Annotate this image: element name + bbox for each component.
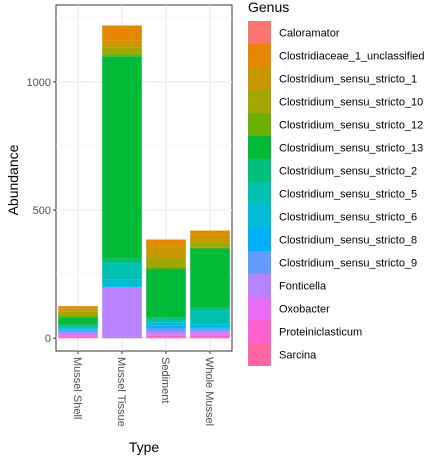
bar-segment bbox=[190, 333, 230, 336]
bar-segment bbox=[146, 245, 186, 258]
bar-segment bbox=[146, 334, 186, 336]
legend-label: Clostridium_sensu_stricto_9 bbox=[279, 258, 417, 270]
bar-segment bbox=[190, 335, 230, 338]
bar-segment bbox=[146, 337, 186, 339]
legend-swatch bbox=[248, 228, 271, 251]
y-axis-title: Abundance bbox=[5, 144, 21, 215]
bar-segment bbox=[102, 53, 142, 57]
bar-segment bbox=[102, 25, 142, 41]
bar-segment bbox=[58, 328, 98, 330]
legend-swatch bbox=[248, 67, 271, 90]
bar-segment bbox=[146, 325, 186, 328]
bar-segment bbox=[102, 263, 142, 280]
bar-segment bbox=[146, 239, 186, 246]
legend-label: Clostridium_sensu_stricto_10 bbox=[279, 97, 423, 109]
legend: Genus Caloramator Clostridiaceae_1_unclas… bbox=[248, 0, 425, 366]
bar-segment bbox=[190, 330, 230, 334]
bar-segment bbox=[146, 331, 186, 335]
bar-segment bbox=[190, 324, 230, 328]
legend-label: Caloramator bbox=[279, 28, 340, 40]
bar-segment bbox=[190, 327, 230, 329]
bar-segment bbox=[58, 329, 98, 331]
bar-segment bbox=[190, 248, 230, 308]
bar-segment bbox=[190, 328, 230, 331]
bar-segment bbox=[58, 311, 98, 316]
x-tick-label: Mussel Shell bbox=[71, 357, 83, 419]
bar-segment bbox=[58, 315, 98, 318]
bars bbox=[58, 25, 230, 339]
bar-segment bbox=[102, 56, 142, 259]
bar-segment bbox=[58, 324, 98, 327]
legend-label: Proteiniclasticum bbox=[279, 327, 362, 339]
bar-segment bbox=[58, 308, 98, 312]
legend-label: Clostridium_sensu_stricto_6 bbox=[279, 212, 417, 224]
bar-segment bbox=[102, 279, 142, 287]
bar-segment bbox=[58, 337, 98, 339]
bar-segment bbox=[58, 317, 98, 325]
bar-segment bbox=[146, 322, 186, 326]
bar-segment bbox=[190, 307, 230, 310]
legend-label: Fonticella bbox=[279, 281, 327, 293]
legend-label: Clostridium_sensu_stricto_13 bbox=[279, 143, 423, 155]
bar-segment bbox=[190, 230, 230, 235]
legend-label: Clostridium_sensu_stricto_12 bbox=[279, 120, 423, 132]
bar-segment bbox=[102, 40, 142, 48]
bar-segment bbox=[190, 242, 230, 248]
y-axis: 0 500 1000 bbox=[27, 77, 56, 345]
bar-segment bbox=[146, 268, 186, 318]
bar-segment bbox=[58, 306, 98, 309]
bar-segment bbox=[146, 335, 186, 338]
bar-segment bbox=[58, 326, 98, 329]
bar-segment bbox=[58, 335, 98, 337]
legend-label: Clostridiaceae_1_unclassified bbox=[279, 51, 425, 63]
x-axis: Mussel Shell Mussel Tissue Sediment Whole M… bbox=[71, 351, 215, 427]
bar-segment bbox=[58, 336, 98, 338]
x-axis-title: Type bbox=[129, 439, 160, 455]
legend-swatch bbox=[248, 90, 271, 113]
x-tick-label: Mussel Tissue bbox=[115, 357, 127, 427]
legend-label: Clostridium_sensu_stricto_2 bbox=[279, 166, 417, 178]
bar-segment bbox=[146, 327, 186, 332]
legend-swatch bbox=[248, 274, 271, 297]
bar-segment bbox=[102, 336, 142, 339]
bar-segment bbox=[190, 247, 230, 249]
bar-segment bbox=[146, 257, 186, 267]
bar-segment bbox=[58, 330, 98, 333]
y-tick-label: 0 bbox=[45, 333, 51, 345]
y-tick-label: 1000 bbox=[27, 77, 51, 89]
bar-segment bbox=[190, 234, 230, 243]
bar-segment bbox=[146, 317, 186, 319]
legend-swatch bbox=[248, 136, 271, 159]
legend-swatch bbox=[248, 297, 271, 320]
legend-swatch bbox=[248, 320, 271, 343]
legend-swatch bbox=[248, 251, 271, 274]
legend-swatch bbox=[248, 182, 271, 205]
legend-label: Oxobacter bbox=[279, 304, 330, 316]
x-tick-label: Sediment bbox=[159, 357, 171, 403]
legend-swatch bbox=[248, 205, 271, 228]
legend-swatch bbox=[248, 113, 271, 136]
bar-segment bbox=[58, 332, 98, 336]
y-tick-label: 500 bbox=[33, 205, 51, 217]
x-tick-label: Whole Mussel bbox=[203, 357, 215, 426]
bar-segment bbox=[190, 309, 230, 325]
legend-label: Clostridium_sensu_stricto_5 bbox=[279, 189, 417, 201]
bar-segment bbox=[102, 258, 142, 264]
legend-swatch bbox=[248, 159, 271, 182]
bar-segment bbox=[146, 318, 186, 323]
bar-segment bbox=[102, 286, 142, 337]
legend-label: Clostridium_sensu_stricto_8 bbox=[279, 235, 417, 247]
legend-swatch bbox=[248, 44, 271, 67]
bar-segment bbox=[190, 337, 230, 339]
bar-segment bbox=[146, 266, 186, 269]
legend-swatch bbox=[248, 21, 271, 44]
legend-title: Genus bbox=[248, 0, 289, 15]
legend-swatch bbox=[248, 343, 271, 366]
bar-segment bbox=[102, 47, 142, 54]
legend-label: Clostridium_sensu_stricto_1 bbox=[279, 74, 417, 86]
legend-label: Sarcina bbox=[279, 350, 317, 362]
